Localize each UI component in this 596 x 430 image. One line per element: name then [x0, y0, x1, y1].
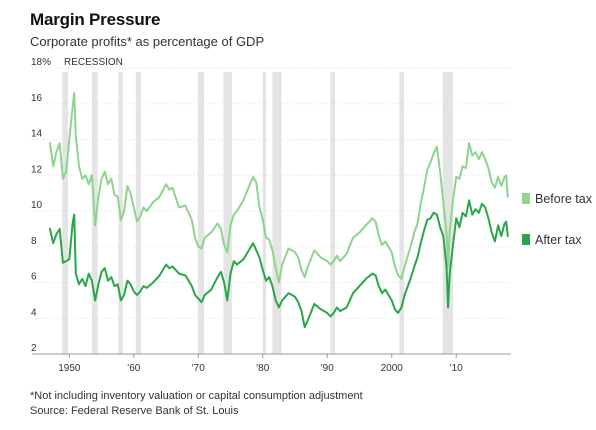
recession-band [272, 72, 282, 354]
legend-swatch [522, 234, 530, 245]
legend-label: After tax [535, 233, 582, 247]
footnote: *Not including inventory valuation or ca… [30, 390, 363, 402]
before-tax-line [49, 92, 509, 284]
y-axis-ticks: 2 4 6 8 10 12 14 16 18% [31, 57, 51, 354]
y-tick-label: 16 [31, 93, 43, 104]
legend-swatch [522, 193, 530, 204]
y-tick-label: 18% [31, 57, 51, 68]
after-tax-line [49, 199, 509, 329]
recession-band [399, 72, 404, 354]
y-tick-label: 8 [31, 236, 37, 247]
x-tick-label: 1950 [58, 363, 81, 374]
chart-title: Margin Pressure [30, 10, 161, 29]
chart-subtitle: Corporate profits* as percentage of GDP [30, 34, 265, 49]
x-tick-label: '60 [127, 363, 140, 374]
y-tick-label: 10 [31, 200, 43, 211]
legend: Before tax After tax [522, 192, 593, 247]
recession-band [135, 72, 141, 354]
y-tick-label: 14 [31, 129, 43, 140]
recession-band [223, 72, 232, 354]
recession-band [62, 72, 69, 354]
x-tick-label: 2000 [381, 363, 404, 374]
source-note: Source: Federal Reserve Bank of St. Loui… [30, 405, 239, 417]
grid-lines [32, 67, 511, 355]
x-tick-label: '70 [192, 363, 205, 374]
legend-label: Before tax [535, 192, 593, 206]
recession-band [442, 72, 453, 354]
x-axis-ticks: 1950 '60 '70 '80 '90 2000 '10 [58, 354, 463, 374]
y-tick-label: 2 [31, 343, 37, 354]
x-tick-label: '90 [321, 363, 334, 374]
recession-band [330, 72, 335, 354]
y-tick-label: 6 [31, 272, 37, 283]
footnotes: *Not including inventory valuation or ca… [30, 389, 363, 419]
recession-band [197, 72, 205, 354]
series-lines [49, 92, 509, 329]
x-tick-label: '10 [450, 363, 463, 374]
y-tick-label: 12 [31, 164, 43, 175]
y-tick-label: 4 [31, 307, 37, 318]
recession-band [262, 72, 266, 354]
x-tick-label: '80 [256, 363, 269, 374]
recession-label: RECESSION [64, 57, 123, 68]
